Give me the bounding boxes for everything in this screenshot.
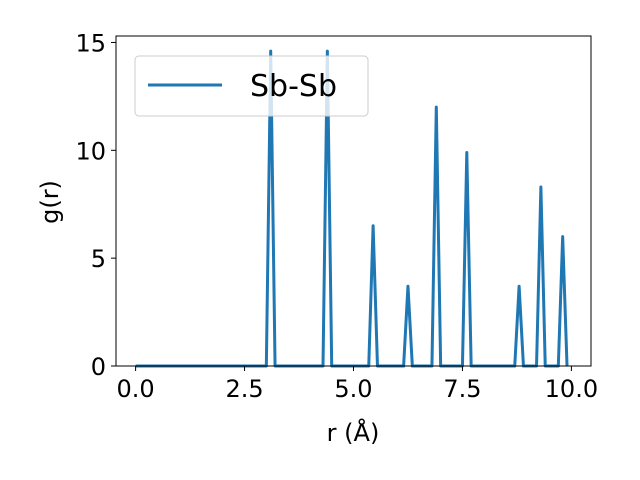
x-tick-label: 0.0 xyxy=(117,375,155,403)
x-axis: 0.0 2.5 5.0 7.5 10.0 xyxy=(117,366,598,403)
legend-frame xyxy=(134,55,369,117)
x-tick-label: 2.5 xyxy=(225,375,263,403)
legend-label-sb-sb: Sb-Sb xyxy=(250,69,337,104)
y-tick-label: 10 xyxy=(75,137,106,165)
x-axis-label: r (Å) xyxy=(327,418,380,447)
legend: Sb-Sb xyxy=(134,55,369,117)
y-tick-label: 0 xyxy=(91,353,106,381)
x-tick-label: 7.5 xyxy=(443,375,481,403)
y-tick-label: 15 xyxy=(75,29,106,57)
y-axis-label: g(r) xyxy=(36,180,64,224)
y-axis: 0 5 10 15 xyxy=(75,29,116,381)
x-tick-label: 10.0 xyxy=(545,375,598,403)
x-tick-label: 5.0 xyxy=(334,375,372,403)
y-tick-label: 5 xyxy=(91,245,106,273)
series-line-0 xyxy=(135,49,569,368)
